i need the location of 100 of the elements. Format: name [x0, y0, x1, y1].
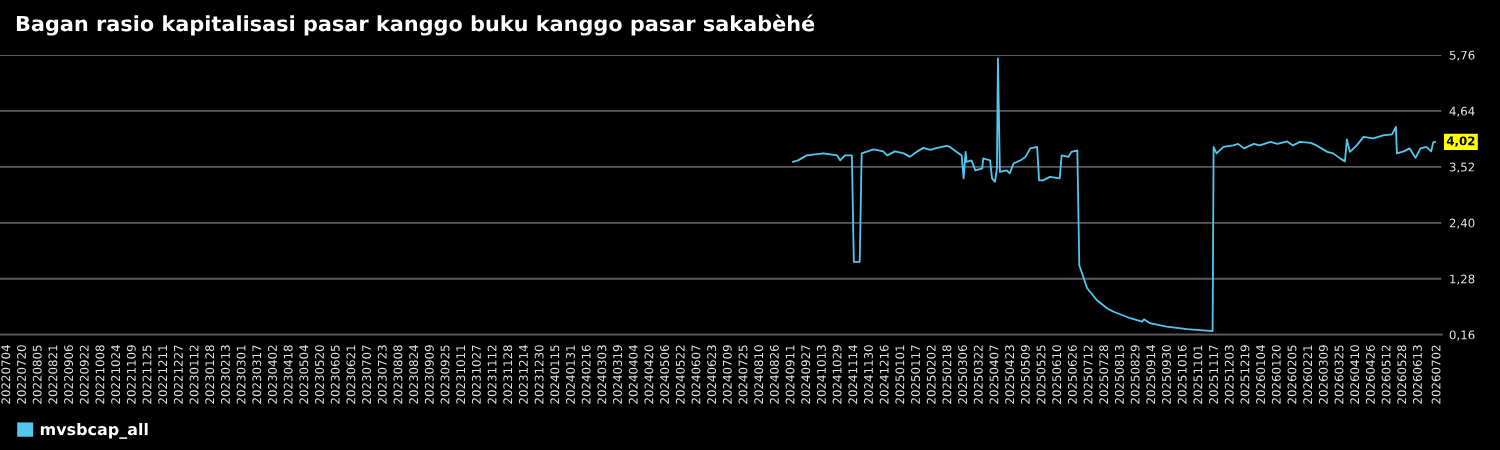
x-tick-label: 20260702 — [1431, 345, 1441, 404]
x-tick-label: 20260426 — [1365, 345, 1375, 404]
x-tick-label: 20240826 — [769, 345, 779, 404]
line-series — [792, 57, 1437, 333]
x-tick-label: 20251117 — [1209, 345, 1218, 404]
x-tick-label: 20231112 — [487, 345, 497, 404]
x-tick-label: 20230213 — [220, 345, 230, 404]
x-tick-label: 20250117 — [911, 345, 920, 404]
y-tick-label: 0,16 — [1449, 330, 1475, 341]
x-tick-label: 20260221 — [1303, 345, 1313, 404]
legend-label: mvsbcap_all — [40, 422, 148, 439]
x-tick-label: 20250306 — [958, 345, 968, 404]
x-tick-label: 20260120 — [1271, 345, 1281, 404]
x-tick-label: 20230707 — [362, 345, 372, 404]
y-tick-label: 1,28 — [1450, 274, 1475, 285]
x-tick-label: 20231011 — [456, 345, 466, 404]
y-tick-label: 4,64 — [1449, 106, 1475, 117]
x-tick-label: 20251101 — [1193, 345, 1203, 404]
x-tick-label: 20230723 — [377, 345, 387, 404]
x-tick-label: 20260325 — [1334, 345, 1344, 404]
x-tick-label: 20230621 — [346, 345, 356, 404]
x-tick-label: 20251016 — [1177, 345, 1187, 404]
x-tick-label: 20251203 — [1224, 345, 1234, 404]
x-tick-label: 20240216 — [581, 345, 591, 404]
x-tick-label: 20240115 — [550, 345, 560, 404]
x-tick-label: 20250407 — [989, 345, 999, 404]
x-tick-label: 20221008 — [95, 345, 105, 404]
x-tick-label: 20260205 — [1287, 345, 1297, 404]
x-tick-label: 20250423 — [1005, 345, 1015, 404]
y-tick-label: 2,40 — [1449, 218, 1475, 229]
x-tick-label: 20250829 — [1130, 345, 1140, 404]
x-tick-label: 20250101 — [895, 345, 905, 404]
chart-title: Bagan rasio kapitalisasi pasar kanggo buku kanggo pasar sakabèhé — [16, 14, 815, 36]
x-tick-label: 20240725 — [738, 345, 748, 404]
x-tick-label: 20221024 — [111, 345, 121, 404]
x-tick-label: 20250728 — [1099, 345, 1109, 404]
x-tick-label: 20250322 — [973, 345, 983, 404]
x-tick-label: 20220720 — [17, 345, 26, 404]
x-tick-label: 20240810 — [754, 345, 764, 404]
x-tick-label: 20230605 — [330, 345, 340, 404]
x-tick-label: 20250509 — [1020, 345, 1030, 404]
x-tick-label: 20241130 — [864, 345, 873, 404]
x-tick-label: 20231230 — [534, 345, 544, 404]
y-tick-label: 3,52 — [1449, 162, 1475, 173]
x-tick-label: 20250525 — [1036, 345, 1046, 404]
x-tick-label: 20231214 — [518, 345, 528, 404]
x-tick-label: 20231128 — [503, 345, 513, 404]
x-tick-label: 20250914 — [1146, 345, 1156, 404]
x-tick-label: 20221109 — [126, 345, 136, 404]
x-tick-label: 20240131 — [566, 345, 575, 404]
x-tick-label: 20250626 — [1067, 345, 1077, 404]
x-tick-label: 20230808 — [393, 345, 403, 404]
x-tick-label: 20240404 — [628, 345, 638, 404]
x-tick-label: 20230317 — [252, 345, 262, 404]
x-tick-label: 20250202 — [926, 345, 936, 404]
x-tick-label: 20221227 — [173, 345, 183, 404]
x-tick-label: 20220922 — [79, 345, 89, 404]
x-tick-label: 20241114 — [848, 345, 858, 404]
x-tick-label: 20221211 — [158, 345, 168, 404]
x-tick-label: 20240607 — [691, 345, 701, 404]
x-tick-label: 20220821 — [48, 345, 58, 404]
x-tick-label: 20230402 — [268, 345, 277, 404]
x-tick-label: 20241013 — [816, 345, 826, 404]
x-tick-label: 20240927 — [801, 345, 811, 404]
x-tick-label: 20230112 — [189, 345, 199, 404]
x-tick-label: 20240623 — [707, 345, 717, 404]
y-tick-label: 5,76 — [1449, 50, 1475, 61]
x-tick-label: 20220805 — [32, 345, 42, 404]
x-tick-label: 20241216 — [879, 345, 889, 404]
x-tick-label: 20260528 — [1397, 345, 1407, 404]
x-tick-label: 20230925 — [440, 345, 450, 404]
x-tick-label: 20260512 — [1381, 345, 1391, 404]
x-tick-label: 20240522 — [675, 345, 685, 404]
x-tick-label: 20240709 — [722, 345, 732, 404]
x-tick-label: 20241029 — [832, 345, 842, 404]
x-tick-label: 20260613 — [1412, 345, 1422, 404]
x-tick-label: 20240911 — [785, 345, 795, 404]
x-tick-label: 20240303 — [597, 345, 607, 404]
x-tick-label: 20250712 — [1083, 345, 1093, 404]
x-tick-label: 20230301 — [236, 345, 246, 404]
x-tick-label: 20230520 — [315, 345, 324, 404]
annotation: 4,02 — [1446, 136, 1475, 147]
x-tick-label: 20240319 — [613, 345, 622, 404]
x-tick-label: 20230824 — [409, 345, 419, 404]
x-tick-label: 20221125 — [142, 345, 152, 404]
x-tick-label: 20231027 — [471, 345, 481, 404]
x-tick-label: 20240506 — [660, 345, 670, 404]
x-tick-label: 20250218 — [942, 345, 952, 404]
x-tick-label: 20260410 — [1350, 345, 1360, 404]
x-tick-label: 20260104 — [1256, 345, 1266, 404]
x-tick-label: 20230128 — [205, 345, 215, 404]
x-tick-label: 20220704 — [1, 345, 11, 404]
x-tick-label: 20230418 — [283, 345, 293, 404]
x-tick-label: 20230909 — [424, 345, 434, 404]
x-tick-label: 20240420 — [644, 345, 654, 404]
x-tick-label: 20250610 — [1052, 345, 1062, 404]
x-tick-label: 20250930 — [1162, 345, 1171, 404]
x-tick-label: 20230504 — [299, 345, 309, 404]
x-tick-label: 20260309 — [1318, 345, 1328, 404]
x-tick-label: 20251219 — [1240, 345, 1250, 404]
